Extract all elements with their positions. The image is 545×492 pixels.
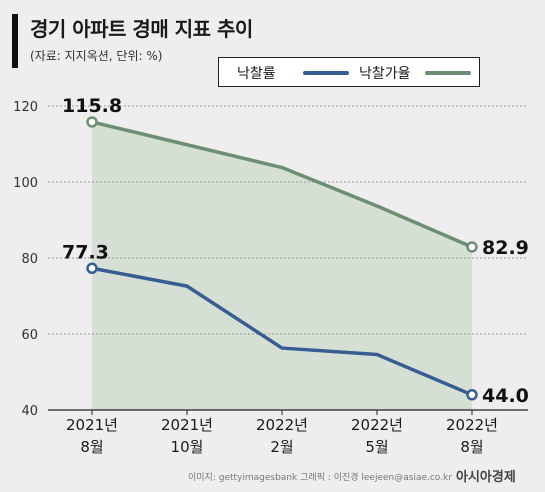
x-tick-label: 8월 bbox=[460, 438, 483, 456]
data-point-marker bbox=[466, 389, 478, 401]
legend: 낙찰률 낙찰가율 bbox=[218, 57, 480, 87]
x-tick-label: 2월 bbox=[270, 438, 293, 456]
y-tick-label: 100 bbox=[13, 176, 38, 191]
series-line-0 bbox=[90, 266, 474, 397]
legend-swatch-price-rate bbox=[425, 71, 471, 75]
x-tick-label: 2021년 bbox=[66, 416, 118, 434]
brand-logo: 아시아경제 bbox=[456, 470, 516, 485]
legend-swatch-rate bbox=[303, 71, 349, 75]
data-point-marker bbox=[86, 262, 98, 275]
x-tick-label: 10월 bbox=[171, 438, 204, 456]
y-tick-label: 120 bbox=[13, 100, 38, 115]
data-point-marker bbox=[466, 241, 478, 253]
y-tick-label: 40 bbox=[21, 404, 38, 419]
x-tick-label: 2022년 bbox=[446, 416, 498, 434]
x-tick-label: 2022년 bbox=[256, 416, 308, 434]
y-tick-label: 80 bbox=[21, 252, 38, 267]
data-label: 115.8 bbox=[62, 95, 122, 117]
chart-title: 경기 아파트 경매 지표 추이 bbox=[30, 17, 253, 41]
x-tick-label: 8월 bbox=[80, 438, 103, 456]
data-label: 44.0 bbox=[482, 385, 529, 407]
image-credit: 이미지: gettyimagesbank 그래픽 : 이진경 leejeen@a… bbox=[188, 473, 452, 483]
series-line-1 bbox=[90, 120, 474, 249]
legend-label-price-rate: 낙찰가율 bbox=[359, 66, 411, 82]
chart-subtitle: (자료: 지지옥션, 단위: %) bbox=[30, 49, 163, 63]
price-rate-area bbox=[92, 121, 472, 411]
data-point-marker bbox=[86, 116, 98, 128]
data-label: 77.3 bbox=[62, 241, 109, 263]
x-tick-label: 2022년 bbox=[351, 416, 403, 434]
x-tick-label: 5월 bbox=[365, 438, 388, 456]
legend-label-rate: 낙찰률 bbox=[237, 66, 276, 82]
data-label: 82.9 bbox=[482, 237, 529, 259]
x-tick-label: 2021년 bbox=[161, 416, 213, 434]
title-accent-bar bbox=[12, 14, 18, 68]
y-tick-label: 60 bbox=[21, 328, 38, 343]
